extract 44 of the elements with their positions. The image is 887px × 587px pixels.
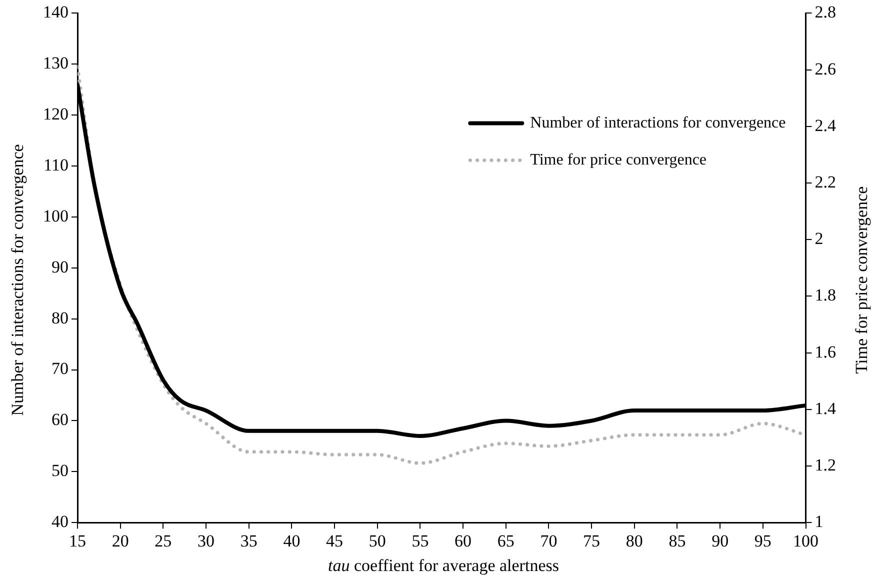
- x-tick-label: 85: [668, 531, 686, 550]
- x-axis-title: tau coeffient for average alertness: [327, 556, 560, 576]
- y-tick-label: 100: [43, 206, 68, 226]
- y-axis-title: Number of interactions for convergence: [8, 143, 28, 418]
- y2-tick-label: 2.6: [814, 59, 836, 78]
- y-tick-label: 50: [52, 461, 68, 480]
- y-tick-label: 40: [52, 512, 68, 532]
- legend-label: Time for price convergence: [530, 151, 707, 168]
- y2-tick-label: 2.8: [814, 2, 836, 22]
- y-tick-label: 140: [43, 2, 68, 22]
- x-tick-label: 95: [754, 531, 772, 550]
- y-tick-label: 80: [52, 308, 68, 328]
- x-tick-label: 30: [198, 531, 215, 550]
- x-tick-label: 20: [112, 531, 129, 550]
- y2-tick-label: 1: [814, 512, 824, 532]
- x-tick-label: 45: [326, 531, 344, 550]
- y-tick-label: 110: [44, 155, 68, 174]
- y2-axis-title: Time for price convergence: [852, 185, 872, 376]
- y2-tick-label: 2.2: [814, 172, 836, 192]
- y2-tick-label: 2.4: [814, 116, 836, 135]
- x-tick-label: 40: [283, 531, 300, 550]
- x-tick-label: 25: [154, 531, 172, 550]
- legend-label: Number of interactions for convergence: [530, 114, 786, 132]
- x-tick-label: 75: [583, 531, 600, 550]
- x-tick-label: 70: [540, 531, 558, 550]
- y2-tick-label: 1.2: [814, 455, 836, 474]
- y-tick-label: 130: [43, 54, 68, 73]
- x-tick-label: 55: [412, 531, 429, 550]
- x-tick-label: 65: [497, 531, 514, 550]
- x-tick-label: 90: [712, 531, 729, 550]
- y-tick-label: 120: [43, 104, 68, 124]
- x-tick-label: 35: [240, 531, 258, 550]
- y2-tick-label: 1.4: [814, 398, 836, 418]
- x-tick-label: 60: [454, 531, 472, 550]
- y2-tick-label: 1.6: [814, 342, 836, 362]
- y2-tick-label: 1.8: [814, 286, 836, 305]
- y2-tick-label: 2: [814, 229, 824, 248]
- y-tick-label: 90: [52, 257, 68, 276]
- y-tick-label: 70: [52, 359, 68, 378]
- x-tick-label: 80: [626, 531, 643, 550]
- y-tick-label: 60: [52, 410, 68, 430]
- x-tick-label: 50: [368, 531, 386, 550]
- x-tick-label: 100: [793, 531, 818, 550]
- x-tick-label: 15: [69, 531, 86, 550]
